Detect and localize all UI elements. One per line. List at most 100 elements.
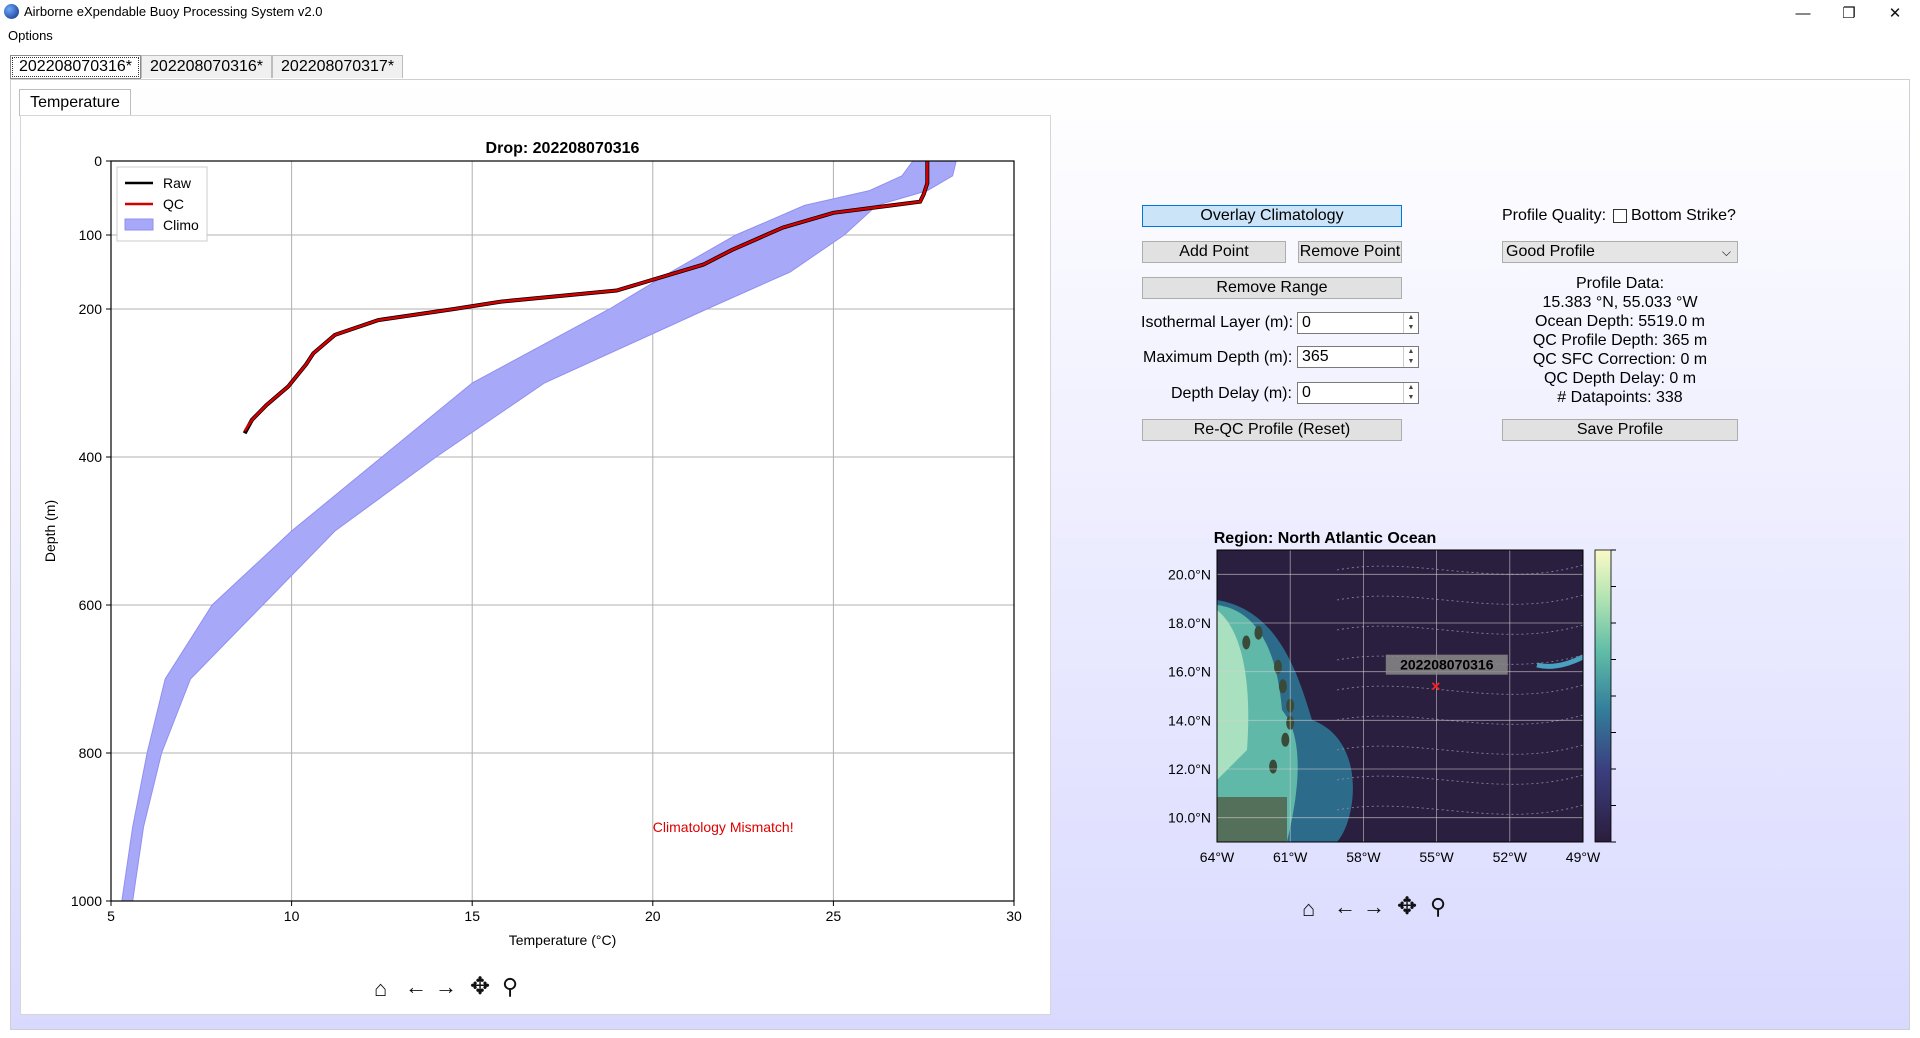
bottom-strike-label: Bottom Strike? <box>1631 207 1736 224</box>
profile-datapoints: # Datapoints: 338 <box>1557 389 1683 406</box>
y-tick-label: 1000 <box>71 893 102 909</box>
x-axis-label: Temperature (°C) <box>509 932 617 948</box>
bottom-strike-checkbox[interactable] <box>1613 209 1627 223</box>
profile-data-header: Profile Data: <box>1575 275 1665 292</box>
map-title: Region: North Atlantic Ocean <box>1214 530 1437 547</box>
profile-quality-select[interactable]: Good Profile ⌵ <box>1502 241 1738 263</box>
profile-quality-label: Profile Quality: <box>1502 207 1607 224</box>
pan-icon[interactable]: ✥ <box>470 973 491 1000</box>
y-tick-label: 100 <box>79 227 103 243</box>
map-island <box>1254 625 1263 640</box>
x-tick-label: 10 <box>284 908 300 924</box>
chart-title: Drop: 202208070316 <box>486 140 640 157</box>
depth-delay-input[interactable]: 0 ▲ ▼ <box>1297 382 1419 404</box>
save-profile-button[interactable]: Save Profile <box>1502 419 1738 441</box>
overlay-climatology-button[interactable]: Overlay Climatology <box>1142 205 1402 227</box>
y-tick-label: 800 <box>79 745 103 761</box>
reqc-profile-button[interactable]: Re-QC Profile (Reset) <box>1142 419 1402 441</box>
map-x-tick-label: 61°W <box>1273 849 1308 865</box>
title-bar <box>0 0 1920 26</box>
spin-arrows-icon[interactable]: ▲ ▼ <box>1403 347 1418 367</box>
map-x-tick-label: 49°W <box>1566 849 1601 865</box>
map-shoal <box>1536 654 1583 669</box>
x-tick-label: 20 <box>645 908 661 924</box>
map-island <box>1278 679 1287 694</box>
map-x-tick-label: 64°W <box>1200 849 1235 865</box>
y-axis-label: Depth (m) <box>42 500 58 562</box>
map-contour <box>1336 594 1583 605</box>
isothermal-layer-input[interactable]: 0 ▲ ▼ <box>1297 312 1419 334</box>
map-contour <box>1336 804 1583 815</box>
tab-drop-2[interactable]: 202208070316* <box>141 55 273 78</box>
x-tick-label: 30 <box>1006 908 1022 924</box>
map-y-tick-label: 18.0°N <box>1168 615 1211 631</box>
home-icon[interactable]: ⌂ <box>374 976 388 1001</box>
climo-band <box>121 160 957 902</box>
tab-drop-1[interactable]: 202208070316* <box>10 55 142 79</box>
temperature-profile-chart[interactable]: 5 10 15 20 25 30 0 100 200 400 600 800 1000 Drop: 202… <box>20 115 1051 1015</box>
y-tick-label: 600 <box>79 597 103 613</box>
map-y-tick-label: 20.0°N <box>1168 566 1211 582</box>
map-island <box>1274 659 1282 674</box>
map-contour <box>1336 774 1583 785</box>
spin-arrows-icon[interactable]: ▲ ▼ <box>1403 383 1418 403</box>
tab-temperature[interactable]: Temperature <box>19 89 131 116</box>
region-map-chart[interactable]: 64°W 61°W 58°W 55°W 52°W 49°W 20.0°N 18.0°N 16.0… <box>1140 520 1620 870</box>
profile-qc-depth: QC Profile Depth: 365 m <box>1532 332 1708 349</box>
map-contour <box>1336 684 1583 695</box>
chevron-down-icon: ⌵ <box>1721 245 1731 259</box>
spin-arrows-icon[interactable]: ▲ ▼ <box>1403 313 1418 333</box>
map-island <box>1269 759 1278 774</box>
x-tick-label: 5 <box>107 908 115 924</box>
x-tick-label: 15 <box>464 908 480 924</box>
minimize-button[interactable]: — <box>1795 4 1811 22</box>
map-x-tick-label: 55°W <box>1419 849 1454 865</box>
y-tick-label: 400 <box>79 449 103 465</box>
legend-qc-label: QC <box>163 196 184 212</box>
map-axes-box <box>1216 549 1584 843</box>
legend-climo-label: Climo <box>163 217 199 233</box>
restore-button[interactable]: ❐ <box>1842 5 1856 22</box>
qc-series-line <box>243 161 929 432</box>
profile-position: 15.383 °N, 55.033 °W <box>1542 294 1698 311</box>
close-button[interactable]: ✕ <box>1888 5 1902 22</box>
map-y-tick-label: 12.0°N <box>1168 761 1211 777</box>
remove-point-button[interactable]: Remove Point <box>1298 241 1402 263</box>
climatology-mismatch-annotation: Climatology Mismatch! <box>653 819 794 835</box>
back-arrow-icon[interactable]: ← <box>1334 894 1356 919</box>
forward-arrow-icon[interactable]: → <box>1363 894 1385 919</box>
map-terrain <box>1217 564 1583 842</box>
map-y-tick-label: 16.0°N <box>1168 664 1211 680</box>
maximum-depth-input[interactable]: 365 ▲ ▼ <box>1297 346 1419 368</box>
depth-delay-value: 0 <box>1302 384 1311 401</box>
drop-marker-icon: × <box>1431 679 1440 696</box>
app-logo-icon <box>4 4 19 19</box>
map-contour <box>1336 714 1583 725</box>
map-contour <box>1336 744 1583 755</box>
temperature-plot-frame <box>20 115 1051 1015</box>
remove-range-button[interactable]: Remove Range <box>1142 277 1402 299</box>
profile-sfc-correction: QC SFC Correction: 0 m <box>1532 351 1708 368</box>
forward-arrow-icon[interactable]: → <box>435 974 457 999</box>
map-contour <box>1336 624 1583 635</box>
marker-label-bg <box>1385 654 1508 675</box>
profile-depth-delay: QC Depth Delay: 0 m <box>1543 370 1697 387</box>
tab-drop-3[interactable]: 202208070317* <box>272 55 404 78</box>
pan-icon[interactable]: ✥ <box>1397 893 1418 920</box>
map-contour <box>1336 564 1583 575</box>
map-island <box>1281 732 1290 747</box>
zoom-icon[interactable]: ⚲ <box>502 974 519 999</box>
profile-ocean-depth: Ocean Depth: 5519.0 m <box>1535 313 1705 330</box>
plot-axes-box <box>110 160 1015 902</box>
zoom-icon[interactable]: ⚲ <box>1430 894 1447 919</box>
y-tick-label: 0 <box>94 153 102 169</box>
add-point-button[interactable]: Add Point <box>1142 241 1286 263</box>
menu-options[interactable]: Options <box>8 28 53 43</box>
window-title: Airborne eXpendable Buoy Processing Syst… <box>24 4 323 19</box>
back-arrow-icon[interactable]: ← <box>405 974 427 999</box>
map-x-tick-label: 52°W <box>1493 849 1528 865</box>
home-icon[interactable]: ⌂ <box>1302 896 1316 921</box>
drop-tab-bar: 202208070316* 202208070316* 202208070317… <box>10 55 404 79</box>
drop-marker-label: 202208070316 <box>1400 657 1494 673</box>
y-tick-label: 200 <box>79 301 103 317</box>
